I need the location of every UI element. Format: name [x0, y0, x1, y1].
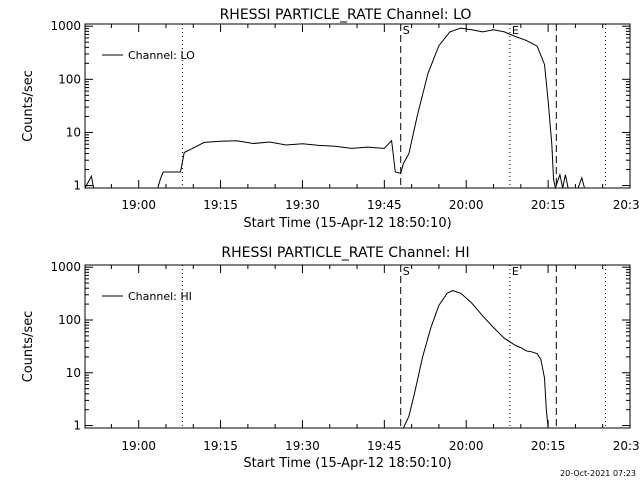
y-tick-label: 10: [66, 366, 81, 380]
x-tick-label: 19:00: [121, 439, 156, 453]
data-series-line: [402, 290, 549, 429]
x-tick-label: 20:30: [613, 439, 640, 453]
x-tick-label: 19:30: [285, 198, 320, 212]
legend-entry: Channel: HI: [128, 290, 192, 303]
x-tick-label: 20:00: [449, 198, 484, 212]
panel-lo: RHESSI PARTICLE_RATE Channel: LO 1 10 100 10…: [21, 7, 640, 231]
y-tick-label: 1: [73, 179, 81, 193]
x-axis-label: Start Time (15-Apr-12 18:50:10): [243, 456, 451, 471]
y-axis-label: Counts/sec: [21, 70, 36, 142]
x-tick-label: 20:00: [449, 439, 484, 453]
y-tick-label: 100: [58, 313, 81, 327]
data-series-line: [84, 27, 585, 190]
x-tick-label: 19:15: [203, 198, 238, 212]
x-tick-label: 20:15: [531, 439, 566, 453]
x-tick-label: 19:30: [285, 439, 320, 453]
y-tick-label: 10: [66, 125, 81, 139]
y-tick-label: 1: [73, 419, 81, 433]
chart-title: RHESSI PARTICLE_RATE Channel: HI: [221, 245, 469, 261]
legend-entry: Channel: LO: [128, 49, 195, 62]
x-tick-label: 19:00: [121, 198, 156, 212]
panel-hi: RHESSI PARTICLE_RATE Channel: HI 1 10 100 10…: [21, 245, 640, 471]
marker-label-s: S: [403, 24, 410, 37]
y-axis-label: Counts/sec: [21, 311, 36, 383]
footer-timestamp: 20-Oct-2021 07:23: [560, 469, 636, 478]
x-axis-label: Start Time (15-Apr-12 18:50:10): [243, 216, 451, 231]
y-tick-label: 100: [58, 72, 81, 86]
chart-title: RHESSI PARTICLE_RATE Channel: LO: [220, 7, 472, 23]
x-tick-label: 19:15: [203, 439, 238, 453]
y-tick-label: 1000: [50, 260, 81, 274]
x-tick-label: 20:30: [613, 198, 640, 212]
marker-label-e: E: [512, 265, 519, 278]
x-tick-label: 20:15: [531, 198, 566, 212]
marker-label-e: E: [512, 24, 519, 37]
x-tick-label: 19:45: [367, 439, 402, 453]
y-tick-label: 1000: [50, 19, 81, 33]
x-tick-label: 19:45: [367, 198, 402, 212]
marker-label-s: S: [403, 265, 410, 278]
